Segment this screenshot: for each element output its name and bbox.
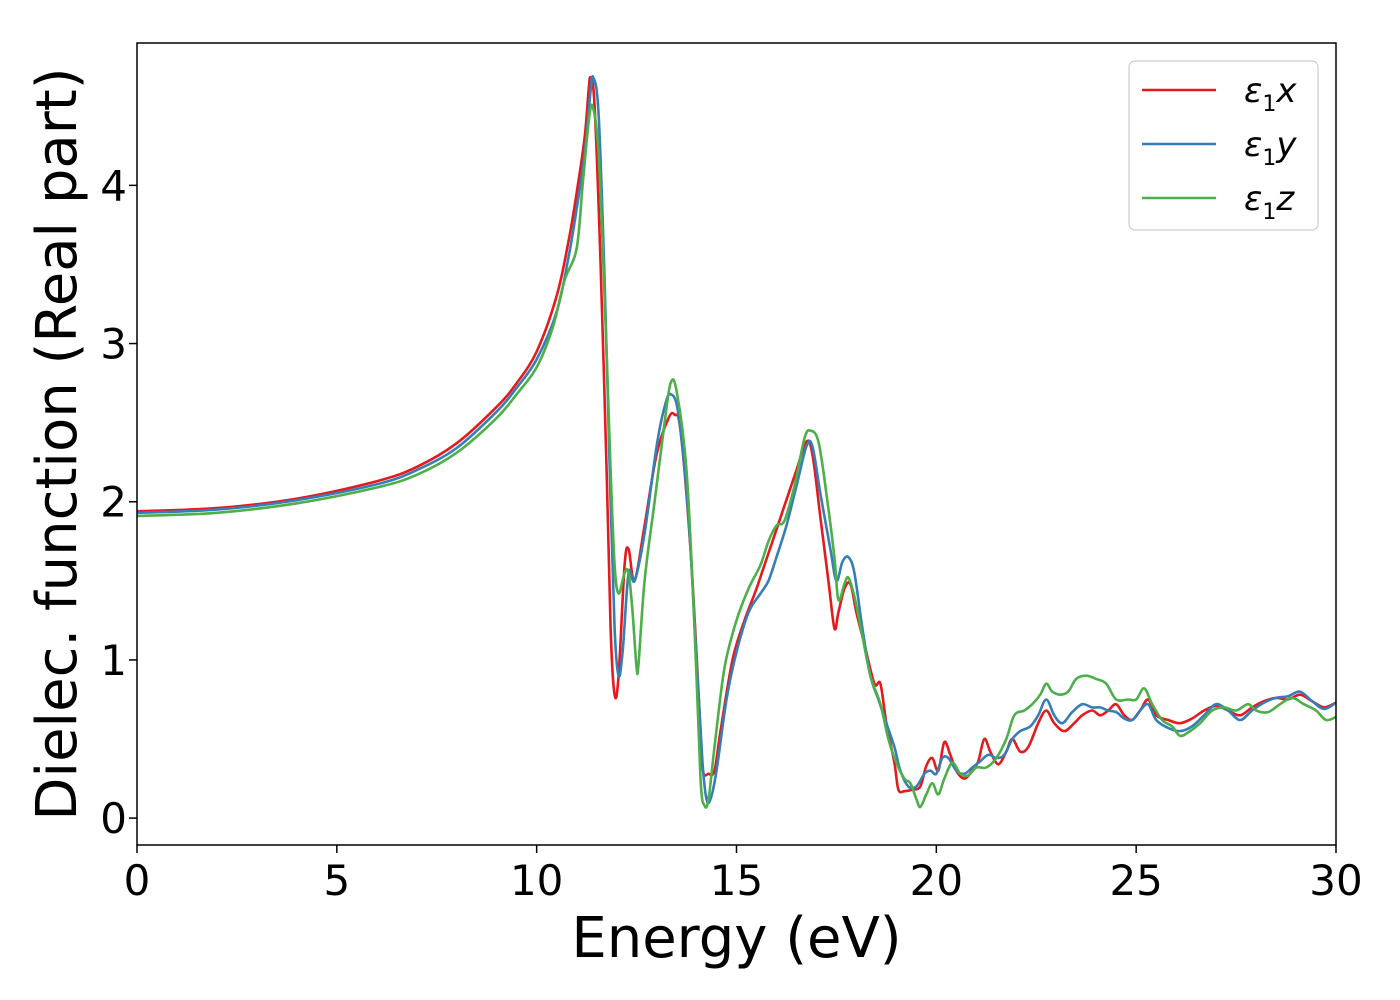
series-line-z (137, 103, 1336, 809)
y-tick-label: 1 (100, 636, 127, 685)
legend-label-x: ε1x (1244, 71, 1297, 117)
x-tick-label: 25 (1109, 856, 1162, 905)
x-axis-ticks: 0 5 10 15 20 25 30 (124, 845, 1363, 905)
x-tick-label: 0 (124, 856, 151, 905)
x-tick-label: 5 (323, 856, 350, 905)
legend: ε1x ε1y ε1z (1128, 60, 1319, 231)
series-layer (137, 75, 1336, 809)
y-axis-ticks: 0 1 2 3 4 (100, 161, 137, 843)
x-axis-label: Energy (eV) (571, 906, 901, 971)
y-tick-label: 0 (100, 794, 127, 843)
x-tick-label: 10 (510, 856, 563, 905)
x-tick-label: 30 (1309, 856, 1362, 905)
y-tick-label: 3 (100, 320, 127, 369)
y-tick-label: 2 (100, 478, 127, 527)
legend-label-y: ε1y (1244, 125, 1297, 171)
legend-label-z: ε1z (1244, 179, 1295, 225)
y-axis-label: Dielec. function (Real part) (25, 67, 90, 820)
x-tick-label: 15 (710, 856, 763, 905)
x-tick-label: 20 (910, 856, 963, 905)
legend-box (1128, 60, 1319, 231)
y-tick-label: 4 (100, 161, 127, 210)
